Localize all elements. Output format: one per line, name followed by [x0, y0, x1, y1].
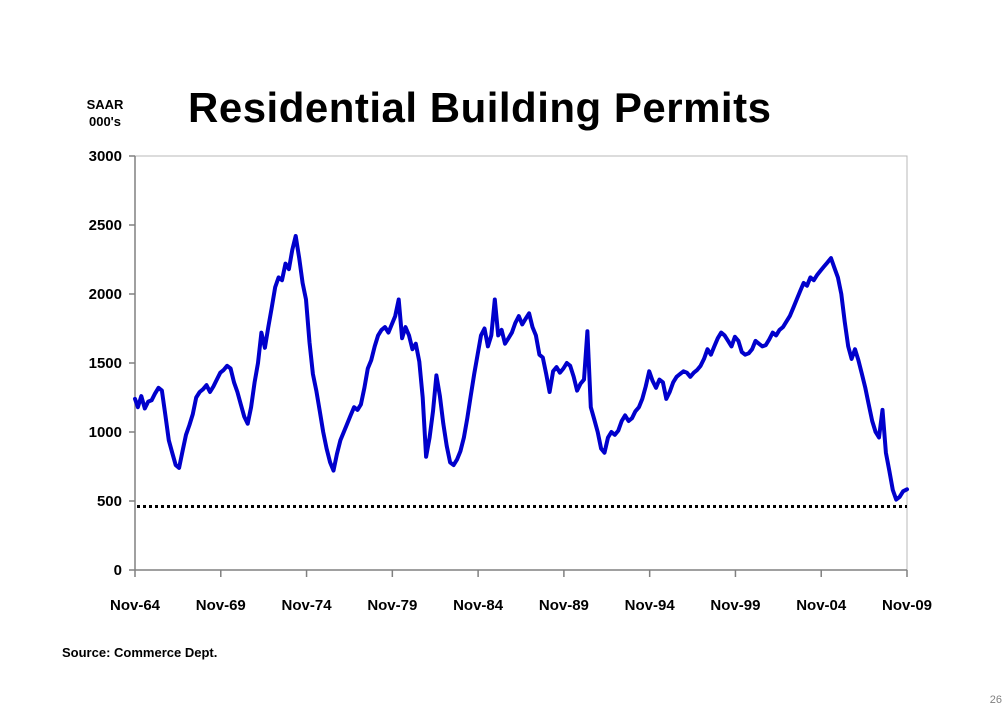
y-tick-label: 500	[97, 493, 122, 510]
x-tick-label: Nov-84	[453, 597, 504, 614]
y-tick-label: 1500	[89, 355, 122, 372]
y-axis-units-line-1: SAAR	[86, 97, 124, 112]
chart-title: Residential Building Permits	[188, 84, 772, 131]
x-tick-label: Nov-09	[882, 597, 932, 614]
x-tick-label: Nov-69	[196, 597, 246, 614]
source-note: Source: Commerce Dept.	[62, 645, 218, 660]
x-tick-label: Nov-04	[796, 597, 847, 614]
page-number: 26	[989, 694, 1002, 706]
x-tick-label: Nov-99	[710, 597, 760, 614]
series-line	[133, 234, 909, 502]
y-tick-label: 2500	[89, 217, 122, 234]
y-tick-label: 0	[114, 562, 122, 579]
plot-area	[134, 155, 908, 571]
y-tick-label: 1000	[89, 424, 122, 441]
x-axis: Nov-64 Nov-69 Nov-74 Nov-79 Nov-84 Nov-89 Nov-…	[110, 569, 932, 614]
y-tick-label: 3000	[89, 148, 122, 165]
series-layer	[133, 234, 909, 509]
y-axis: 0 500 1000 1500 2000 2500 3000	[89, 148, 136, 579]
x-tick-label: Nov-79	[367, 597, 417, 614]
plot-frame	[134, 155, 908, 571]
x-tick-label: Nov-64	[110, 597, 161, 614]
x-tick-label: Nov-74	[282, 597, 333, 614]
y-tick-label: 2000	[89, 286, 122, 303]
y-axis-units-line-2: 000's	[88, 114, 121, 129]
y-axis-units-label: SAAR 000's	[70, 96, 140, 130]
x-tick-label: Nov-89	[539, 597, 589, 614]
x-tick-label: Nov-94	[625, 597, 676, 614]
